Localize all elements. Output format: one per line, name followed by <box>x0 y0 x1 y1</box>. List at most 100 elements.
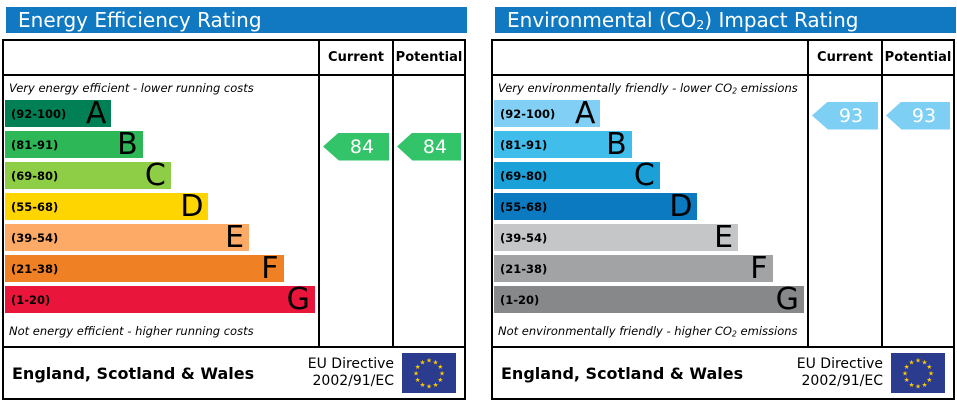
potential-column-header: Potential <box>881 41 953 74</box>
band-letter: F <box>750 251 768 286</box>
environmental-impact-panel: Environmental (CO2) Impact Rating Curren… <box>491 7 956 404</box>
band-row-e: (39-54) E <box>494 220 807 255</box>
svg-text:★: ★ <box>420 381 426 389</box>
band-range-label: (1-20) <box>11 292 51 307</box>
band-bar-f: (21-38) F <box>5 254 284 284</box>
band-range-label: (81-91) <box>11 137 59 152</box>
top-caption: Very energy efficient - lower running co… <box>9 80 254 95</box>
svg-text:★: ★ <box>909 358 915 366</box>
current-column-header: Current <box>318 41 392 74</box>
band-bar-d: (55-68) D <box>494 189 698 224</box>
band-range-label: (81-91) <box>500 137 548 152</box>
environmental-rating-table: Current Potential Very environmentally f… <box>491 39 955 400</box>
band-letter: E <box>225 220 245 255</box>
potential-rating-arrow: 93 <box>886 101 950 130</box>
current-value-cell: 84 <box>318 76 392 346</box>
band-list: (92-100) A (81-91) B (69-80) C (55-68) D (39… <box>4 96 318 317</box>
band-row-b: (81-91) B <box>494 127 807 162</box>
band-row-a: (92-100) A <box>5 96 318 131</box>
panel-title: Energy Efficiency Rating <box>18 8 262 32</box>
band-range-label: (1-20) <box>500 292 540 307</box>
band-row-b: (81-91) B <box>5 130 318 162</box>
band-range-label: (21-38) <box>11 261 59 276</box>
svg-text:★: ★ <box>915 357 921 365</box>
panel-title: Environmental (CO2) Impact Rating <box>507 8 859 33</box>
bottom-caption: Not environmentally friendly - higher CO… <box>498 324 798 339</box>
table-footer-row: England, Scotland & Wales EU Directive 2… <box>4 346 464 398</box>
band-letter: C <box>144 158 166 193</box>
svg-text:★: ★ <box>437 376 443 384</box>
bottom-caption: Not energy efficient - higher running co… <box>9 324 254 339</box>
potential-rating-arrow: 84 <box>397 132 461 161</box>
svg-text:★: ★ <box>433 381 439 389</box>
svg-text:★: ★ <box>437 363 443 371</box>
energy-panel-title-bar: Energy Efficiency Rating <box>6 7 467 33</box>
svg-text:★: ★ <box>420 358 426 366</box>
band-row-c: (69-80) C <box>5 158 318 193</box>
svg-text:★: ★ <box>904 376 910 384</box>
eu-directive-label: EU Directive 2002/91/EC <box>307 356 394 389</box>
band-chart-area: Very environmentally friendly - lower CO… <box>493 76 807 346</box>
header-spacer-cell <box>4 41 318 74</box>
band-range-label: (92-100) <box>11 106 67 121</box>
footer-region-label: England, Scotland & Wales <box>12 363 255 383</box>
svg-text:★: ★ <box>922 381 928 389</box>
svg-text:★: ★ <box>928 370 934 378</box>
band-letter: A <box>85 96 107 131</box>
band-row-f: (21-38) F <box>494 251 807 286</box>
svg-text:★: ★ <box>922 358 928 366</box>
band-letter: B <box>606 127 627 162</box>
band-letter: D <box>669 189 693 224</box>
svg-text:★: ★ <box>413 370 419 378</box>
potential-value-cell: 84 <box>392 76 464 346</box>
energy-efficiency-panel: Energy Efficiency Rating Current Potenti… <box>2 7 467 404</box>
band-bar-c: (69-80) C <box>494 158 660 193</box>
current-rating-value: 84 <box>349 135 375 158</box>
energy-rating-table: Current Potential Very energy efficient … <box>2 39 466 400</box>
eu-flag-icon: ★ ★ ★★ ★★ ★★ ★★ ★★ <box>402 353 456 393</box>
band-letter: C <box>633 158 655 193</box>
band-row-a: (92-100) A <box>494 96 807 131</box>
band-bar-e: (39-54) E <box>494 220 739 255</box>
band-range-label: (92-100) <box>500 106 556 121</box>
band-row-f: (21-38) F <box>5 254 318 286</box>
band-range-label: (69-80) <box>500 168 548 183</box>
band-bar-a: (92-100) A <box>5 96 112 131</box>
potential-rating-value: 84 <box>422 135 448 158</box>
band-bar-c: (69-80) C <box>5 158 171 193</box>
top-caption: Very environmentally friendly - lower CO… <box>498 80 798 96</box>
svg-text:★: ★ <box>415 376 421 384</box>
table-footer-row: England, Scotland & Wales EU Directive 2… <box>493 346 953 398</box>
band-row-g: (1-20) G <box>494 285 807 317</box>
svg-text:★: ★ <box>433 358 439 366</box>
band-bar-f: (21-38) F <box>494 251 773 286</box>
svg-text:★: ★ <box>926 376 932 384</box>
current-rating-arrow: 84 <box>323 132 389 161</box>
potential-value-cell: 93 <box>881 76 953 346</box>
svg-text:★: ★ <box>415 363 421 371</box>
band-row-c: (69-80) C <box>494 158 807 193</box>
band-list: (92-100) A (81-91) B (69-80) C (55-68) D (39… <box>493 96 807 317</box>
svg-text:★: ★ <box>915 383 921 391</box>
table-header-row: Current Potential <box>4 41 464 76</box>
band-range-label: (39-54) <box>500 230 548 245</box>
band-letter: A <box>574 96 596 131</box>
band-letter: D <box>180 189 204 224</box>
band-row-d: (55-68) D <box>494 189 807 224</box>
svg-text:★: ★ <box>439 370 445 378</box>
band-bar-a: (92-100) A <box>494 96 601 131</box>
environmental-panel-title-bar: Environmental (CO2) Impact Rating <box>495 7 956 33</box>
table-header-row: Current Potential <box>493 41 953 76</box>
band-range-label: (55-68) <box>11 199 59 214</box>
potential-column-header: Potential <box>392 41 464 74</box>
potential-rating-value: 93 <box>911 104 937 127</box>
band-range-label: (39-54) <box>11 230 59 245</box>
current-rating-arrow: 93 <box>812 101 878 130</box>
band-letter: E <box>714 220 734 255</box>
svg-text:★: ★ <box>426 383 432 391</box>
band-bar-b: (81-91) B <box>5 130 143 160</box>
svg-text:★: ★ <box>909 381 915 389</box>
eu-flag-icon: ★ ★ ★★ ★★ ★★ ★★ ★★ <box>891 353 945 393</box>
svg-text:★: ★ <box>426 357 432 365</box>
band-row-d: (55-68) D <box>5 189 318 224</box>
